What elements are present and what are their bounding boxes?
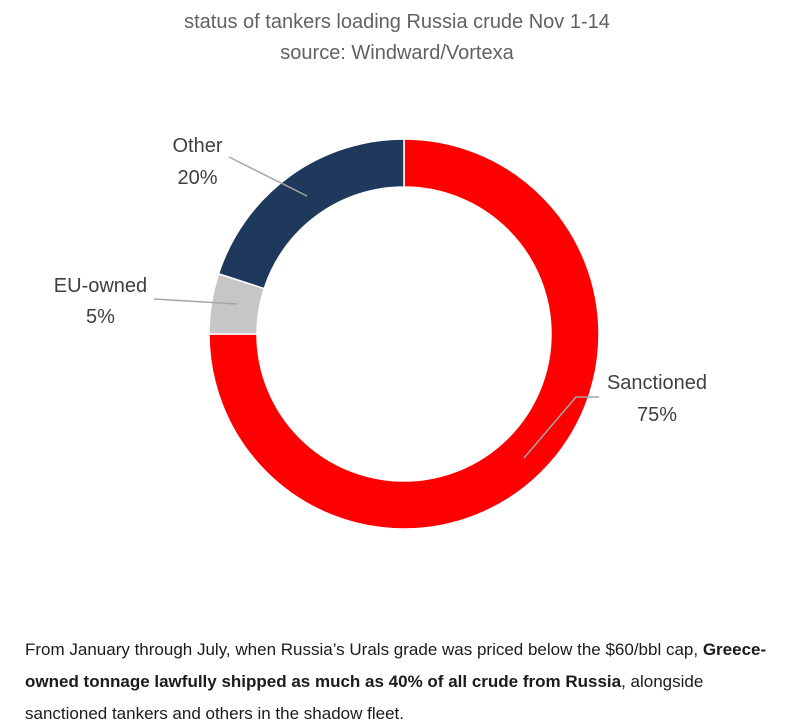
label-eu-owned: EU-owned 5%: [43, 271, 158, 333]
chart-title-line: status of tankers loading Russia crude N…: [184, 11, 610, 33]
label-other-name: Other: [172, 135, 223, 157]
donut-slice-sanctioned: [208, 138, 600, 530]
chart-source-line: source: Windward/Vortexa: [280, 42, 514, 64]
leader-line-eu-owned: [153, 298, 238, 305]
label-other-value: 20%: [177, 167, 218, 189]
donut-slice-other: [217, 138, 405, 290]
label-eu-owned-value: 5%: [86, 306, 115, 328]
label-other: Other 20%: [150, 130, 245, 194]
label-sanctioned-value: 75%: [636, 404, 678, 426]
leader-line-other: [228, 156, 308, 197]
leader-line-sanctioned: [523, 396, 599, 459]
label-sanctioned: Sanctioned 75%: [597, 367, 717, 431]
label-eu-owned-name: EU-owned: [53, 275, 148, 297]
label-sanctioned-name: Sanctioned: [606, 372, 708, 394]
caption-paragraph: From January through July, when Russia’s…: [25, 640, 767, 723]
chart-title: status of tankers loading Russia crude N…: [0, 7, 794, 69]
